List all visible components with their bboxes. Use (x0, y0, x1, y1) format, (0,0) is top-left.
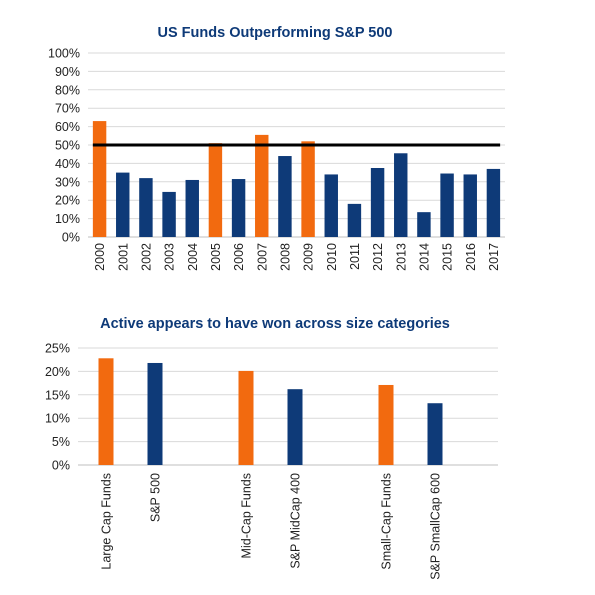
bar-2007 (255, 134, 269, 237)
bar-small-cap-funds (378, 384, 394, 465)
y-tick-label: 40% (55, 157, 80, 171)
x-tick-label: S&P MidCap 400 (289, 473, 303, 569)
bar-2011 (347, 203, 362, 237)
y-tick-label: 25% (45, 342, 70, 356)
y-tick-label: 30% (55, 175, 80, 189)
bar-2016 (463, 174, 477, 237)
bar-s-p-500 (147, 362, 163, 465)
bar-2014 (417, 212, 431, 237)
chart-title: US Funds Outperforming S&P 500 (158, 25, 393, 41)
y-tick-label: 60% (55, 120, 80, 134)
y-tick-label: 20% (45, 365, 70, 379)
y-tick-label: 80% (55, 83, 80, 97)
bar-2003 (162, 191, 176, 237)
x-tick-label: 2004 (186, 243, 200, 271)
x-tick-label: 2002 (139, 243, 153, 271)
bar-2009 (301, 141, 315, 237)
x-tick-label: 2008 (278, 243, 292, 271)
bar-s-p-smallcap-600 (427, 403, 443, 465)
bar-2017 (486, 168, 501, 237)
x-tick-label: S&P 500 (149, 473, 163, 522)
x-tick-label: 2015 (441, 243, 455, 271)
bar-2008 (278, 156, 292, 237)
y-tick-label: 10% (45, 412, 70, 426)
bar-s-p-midcap-400 (287, 389, 303, 465)
bar-2015 (440, 173, 454, 237)
y-tick-label: 15% (45, 388, 70, 402)
x-tick-label: 2000 (93, 243, 107, 271)
bar-2006 (231, 179, 246, 237)
x-tick-label: S&P SmallCap 600 (429, 473, 443, 580)
bar-2000 (92, 121, 107, 237)
chart-title: Active appears to have won across size c… (100, 316, 450, 332)
y-tick-label: 0% (62, 231, 80, 245)
y-tick-label: 20% (55, 194, 80, 208)
x-tick-label: 2012 (371, 243, 385, 271)
chart-size-categories: Active appears to have won across size c… (45, 316, 498, 580)
x-tick-label: 2007 (255, 243, 269, 271)
x-tick-label: 2003 (163, 243, 177, 271)
bar-mid-cap-funds (238, 370, 254, 465)
x-tick-label: 2010 (325, 243, 339, 271)
y-tick-label: 10% (55, 212, 80, 226)
x-tick-label: Mid-Cap Funds (240, 473, 254, 558)
x-tick-label: Small-Cap Funds (380, 473, 394, 570)
x-tick-label: 2017 (487, 243, 501, 271)
x-tick-label: 2006 (232, 243, 246, 271)
bar-large-cap-funds (98, 358, 114, 465)
bar-2001 (116, 172, 130, 237)
x-tick-label: 2005 (209, 243, 223, 271)
x-tick-label: 2014 (417, 243, 431, 271)
bar-2002 (139, 178, 153, 237)
x-tick-label: 2016 (464, 243, 478, 271)
bar-2013 (394, 153, 408, 237)
y-tick-label: 5% (52, 435, 70, 449)
y-tick-label: 90% (55, 65, 80, 79)
x-tick-label: 2013 (394, 243, 408, 271)
y-tick-label: 100% (48, 47, 80, 61)
chart-us-funds-outperforming: US Funds Outperforming S&P 500 0% 10% 20% 3… (48, 25, 505, 271)
y-tick-label: 0% (52, 459, 70, 473)
x-tick-label: 2011 (348, 243, 362, 270)
y-tick-label: 70% (55, 102, 80, 116)
x-tick-label: 2009 (302, 243, 316, 271)
bar-2010 (324, 174, 338, 237)
bar-2005 (208, 143, 223, 237)
x-tick-label: 2001 (116, 243, 130, 271)
y-tick-label: 50% (55, 139, 80, 153)
bar-2012 (370, 168, 385, 237)
x-tick-label: Large Cap Funds (100, 473, 114, 570)
bar-2004 (185, 179, 199, 237)
